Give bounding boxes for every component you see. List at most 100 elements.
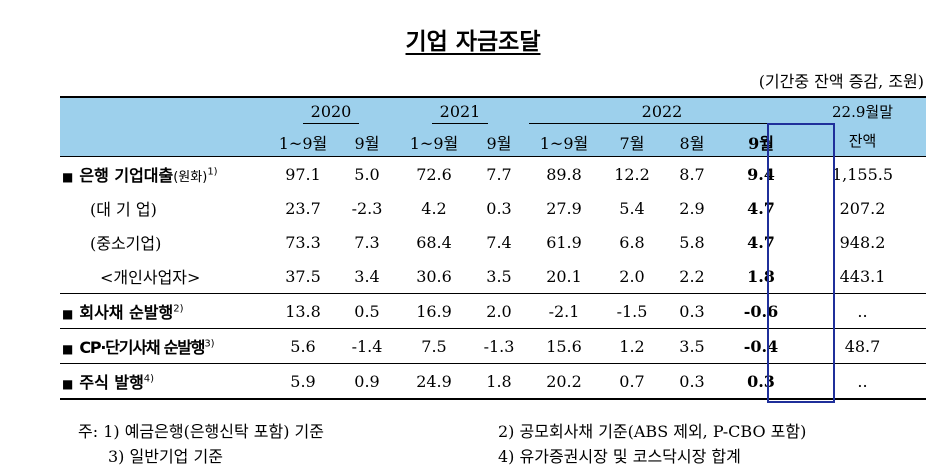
cell: 5.9 (267, 363, 339, 400)
header-period: 1~9월 (395, 127, 473, 157)
row-label: (대 기 업) (90, 200, 157, 219)
cell: 61.9 (546, 232, 582, 252)
cell-current: 9.4 (747, 164, 775, 184)
cell: -1.5 (603, 293, 661, 329)
cell: 7.5 (395, 328, 473, 364)
table-row: ■ CP·단기사채 순발행3) 5.6 -1.4 7.5 -1.3 15.6 1.… (60, 328, 926, 364)
cell: -1.4 (339, 328, 395, 364)
row-label: <개인사업자> (100, 268, 201, 287)
row-label: (중소기업) (90, 234, 162, 253)
cell-current: -0.6 (723, 293, 799, 329)
cell: 1.2 (603, 328, 661, 364)
table-title: 기업 자금조달 (405, 29, 541, 55)
cell: 23.7 (285, 198, 321, 218)
cell: 27.9 (546, 198, 582, 218)
cell: 7.4 (486, 232, 512, 252)
cell: 73.3 (285, 232, 321, 252)
cell-current: 4.7 (747, 198, 775, 218)
table-row: (중소기업) 73.3 7.3 68.4 7.4 61.9 6.8 5.8 4.… (60, 225, 926, 259)
cell: 2.9 (679, 198, 705, 218)
header-period: 1~9월 (525, 127, 603, 157)
cell: 3.5 (661, 328, 723, 364)
cell: 2.0 (619, 266, 645, 286)
table-row: <개인사업자> 37.5 3.4 30.6 3.5 20.1 2.0 2.2 1… (60, 259, 926, 294)
row-label: ■ CP·단기사채 순발행3) (60, 328, 267, 364)
header-period: 9월 (339, 127, 395, 157)
table-row: ■ 회사채 순발행2) 13.8 0.5 16.9 2.0 -2.1 -1.5 0… (60, 293, 926, 329)
footnote: 4) 유가증권시장 및 코스닥시장 합계 (498, 447, 741, 466)
header-year-2021: 2021 (395, 96, 525, 127)
bullet-icon: ■ (62, 170, 74, 184)
cell: 3.4 (354, 266, 380, 286)
bullet-icon: ■ (62, 307, 74, 321)
cell-balance: 443.1 (839, 266, 886, 286)
footnotes-right: 2) 공모회사채 기준(ABS 제외, P-CBO 포함) 4) 유가증권시장 … (498, 419, 806, 469)
cell: 30.6 (416, 266, 452, 286)
table-row: (대 기 업) 23.7 -2.3 4.2 0.3 27.9 5.4 2.9 4… (60, 191, 926, 225)
table-row: ■ 주식 발행4) 5.9 0.9 24.9 1.8 20.2 0.7 0.3 0… (60, 363, 926, 400)
cell: 1.8 (473, 363, 525, 400)
cell: 68.4 (416, 232, 452, 252)
cell: 12.2 (614, 164, 650, 184)
cell: 5.4 (619, 198, 645, 218)
cell: 8.7 (679, 164, 705, 184)
cell: 15.6 (525, 328, 603, 364)
footnote: 주: 1) 예금은행(은행신탁 포함) 기준 (78, 422, 325, 441)
footnotes-left: 주: 1) 예금은행(은행신탁 포함) 기준 3) 일반기업 기준 (78, 419, 324, 469)
cell: 2.2 (679, 266, 705, 286)
cell: 0.7 (603, 363, 661, 400)
cell: -2.1 (525, 293, 603, 329)
cell-balance: 1,155.5 (831, 164, 894, 184)
table-row: ■ 은행 기업대출(원화)1) 97.1 5.0 72.6 7.7 89.8 12… (60, 157, 926, 192)
header-blank-2 (60, 127, 267, 157)
cell-balance: 207.2 (839, 198, 886, 218)
cell: 0.3 (661, 363, 723, 400)
cell: 16.9 (395, 293, 473, 329)
bullet-icon: ■ (62, 377, 74, 391)
header-period: 1~9월 (267, 127, 339, 157)
cell-balance: .. (799, 363, 926, 400)
header-row-years: 2020 2021 2022 22.9월말 (60, 96, 926, 127)
funding-table: 2020 2021 2022 22.9월말 1~9월 9월 1~9월 9월 1~… (60, 96, 926, 400)
header-blank (60, 96, 267, 127)
cell: 20.1 (546, 266, 582, 286)
cell: 72.6 (416, 164, 452, 184)
row-label: ■ 은행 기업대출(원화)1) (62, 166, 218, 185)
cell: 2.0 (473, 293, 525, 329)
cell-current: 1.8 (747, 266, 775, 286)
cell: 0.3 (661, 293, 723, 329)
cell: 0.9 (339, 363, 395, 400)
cell: 4.2 (421, 198, 447, 218)
header-period: 9월 (473, 127, 525, 157)
bullet-icon: ■ (62, 342, 74, 356)
cell: -2.3 (351, 198, 383, 218)
header-balance-date: 22.9월말 (799, 96, 926, 127)
footnote: 3) 일반기업 기준 (108, 447, 223, 466)
header-year-2022: 2022 (525, 96, 799, 127)
cell: 7.3 (354, 232, 380, 252)
cell: 5.6 (267, 328, 339, 364)
cell: 37.5 (285, 266, 321, 286)
cell: 89.8 (546, 164, 582, 184)
header-row-periods: 1~9월 9월 1~9월 9월 1~9월 7월 8월 9월 잔액 (60, 127, 926, 157)
header-balance: 잔액 (799, 127, 926, 157)
cell: 13.8 (267, 293, 339, 329)
row-label: ■ 주식 발행4) (60, 363, 267, 400)
cell: 7.7 (486, 164, 512, 184)
cell: 6.8 (619, 232, 645, 252)
cell-current: 0.3 (723, 363, 799, 400)
cell: -1.3 (473, 328, 525, 364)
header-period: 8월 (661, 127, 723, 157)
cell-balance: 48.7 (799, 328, 926, 364)
cell: 0.3 (486, 198, 512, 218)
row-label: ■ 회사채 순발행2) (60, 293, 267, 329)
unit-note: (기간중 잔액 증감, 조원) (758, 72, 924, 91)
header-year-2020: 2020 (267, 96, 395, 127)
header-period: 7월 (603, 127, 661, 157)
cell: 3.5 (486, 266, 512, 286)
cell: 24.9 (395, 363, 473, 400)
cell: 0.5 (339, 293, 395, 329)
cell-current: 4.7 (747, 232, 775, 252)
cell-balance: .. (799, 293, 926, 329)
cell-balance: 948.2 (839, 232, 886, 252)
